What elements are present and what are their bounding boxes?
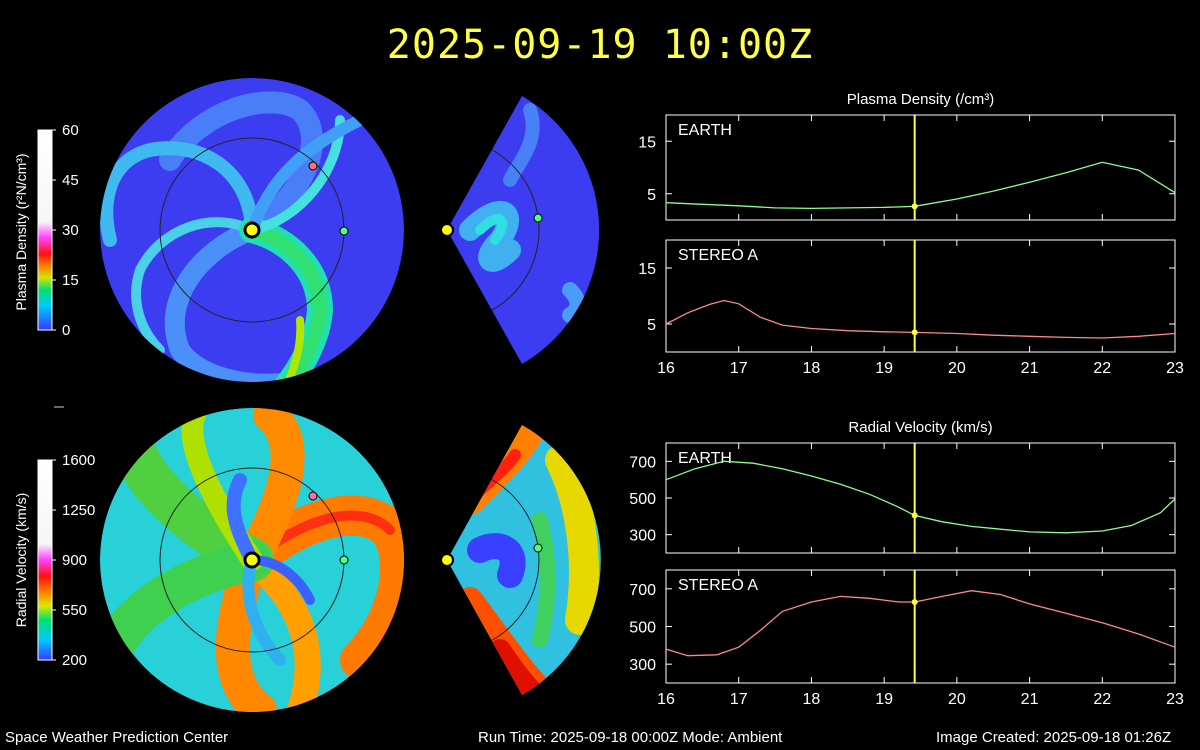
current-value-point	[911, 203, 918, 210]
sun-marker-velocity-meridional	[440, 553, 454, 567]
x-tick-label: 19	[875, 691, 893, 708]
earth-marker-meridional	[533, 213, 543, 223]
velocity-colorbar-tick-label: 1600	[62, 452, 95, 469]
x-tick-label: 21	[1021, 691, 1039, 708]
chart-title: Plasma Density (/cm³)	[847, 91, 995, 108]
y-tick-label: 300	[629, 657, 656, 674]
x-tick-label: 16	[657, 691, 675, 708]
velocity-colorbar-tick-label: 550	[62, 602, 87, 619]
x-tick-label: 22	[1093, 360, 1111, 377]
stereo-a-marker-velocity	[308, 491, 318, 501]
y-tick-label: 15	[638, 261, 656, 278]
x-tick-label: 18	[803, 691, 821, 708]
y-tick-label: 300	[629, 528, 656, 545]
chart-frame	[665, 114, 1176, 221]
velocity-colorbar-tick-label: 200	[62, 652, 87, 669]
x-tick-label: 19	[875, 360, 893, 377]
chart-frame	[665, 442, 1176, 554]
chart-title: Radial Velocity (km/s)	[848, 419, 992, 436]
footer-run-time: Run Time: 2025-09-18 00:00Z Mode: Ambien…	[478, 729, 783, 746]
density-colorbar-tick-label: 30	[62, 222, 79, 239]
velocity-ecliptic-markers	[243, 491, 349, 569]
density-colorbar-gradient	[37, 129, 53, 331]
density-colorbar-tick-label: 15	[62, 272, 79, 289]
x-tick-label: 21	[1021, 360, 1039, 377]
velocity-colorbar-gradient	[37, 459, 53, 661]
x-tick-label: 17	[730, 360, 748, 377]
x-tick-label: 20	[948, 691, 966, 708]
chart-panel-label: STEREO A	[678, 577, 758, 594]
y-tick-label: 500	[629, 620, 656, 637]
chart-frame	[665, 239, 1176, 353]
x-tick-label: 23	[1166, 691, 1184, 708]
chart-panel-stereo-a: STEREO A 15 5 16 17 18 19 20 21 22 23	[638, 239, 1184, 377]
time-series-charts: Plasma Density (/cm³) EARTH 15 5 STEREO A 15 5…	[629, 91, 1184, 708]
density-colorbar-tick-label: 60	[62, 122, 79, 139]
density-ecliptic-markers	[243, 161, 349, 239]
sun-marker	[243, 221, 261, 239]
y-tick-label: 5	[647, 317, 656, 334]
chart-frame	[665, 569, 1176, 684]
x-tick-label: 18	[803, 360, 821, 377]
earth-marker-velocity-meridional	[533, 543, 543, 553]
x-tick-label: 22	[1093, 691, 1111, 708]
y-tick-label: 5	[647, 187, 656, 204]
velocity-colorbar-label: Radial Velocity (km/s)	[13, 493, 29, 628]
chart-panel-label: STEREO A	[678, 247, 758, 264]
footer-org: Space Weather Prediction Center	[5, 729, 229, 746]
series-line	[665, 590, 1176, 657]
density-colorbar-tick-label: 0	[62, 322, 70, 339]
chart-panel-label: EARTH	[678, 450, 732, 467]
x-tick-label: 20	[948, 360, 966, 377]
y-tick-label: 15	[638, 134, 656, 151]
sun-marker-velocity	[243, 551, 261, 569]
page-title: 2025-09-19 10:00Z	[386, 22, 814, 68]
series-line	[665, 299, 1176, 339]
footer-image-created: Image Created: 2025-09-18 01:26Z	[936, 729, 1172, 746]
current-value-point	[911, 512, 918, 519]
current-value-point	[911, 329, 918, 336]
velocity-colorbar: 1600 1250 900 550 200 Radial Velocity (km/s)	[13, 452, 95, 669]
y-tick-label: 500	[629, 491, 656, 508]
chart-panel-earth: Plasma Density (/cm³) EARTH 15 5	[638, 91, 1176, 221]
sun-marker-meridional	[440, 223, 454, 237]
velocity-colorbar-tick-label: 900	[62, 552, 87, 569]
current-value-point	[911, 599, 918, 606]
x-tick-label: 17	[730, 691, 748, 708]
x-tick-label: 23	[1166, 360, 1184, 377]
earth-marker	[339, 226, 349, 236]
density-colorbar-tick-label: 45	[62, 172, 79, 189]
earth-marker-velocity	[339, 555, 349, 565]
density-colorbar-label: Plasma Density (r²N/cm³)	[13, 153, 29, 310]
density-colorbar: 60 45 30 15 0 Plasma Density (r²N/cm³)	[13, 122, 79, 339]
chart-panel-earth: Radial Velocity (km/s) EARTH 700 500 300	[629, 419, 1176, 554]
x-tick-label: 16	[657, 360, 675, 377]
velocity-colorbar-tick-label: 1250	[62, 502, 95, 519]
y-tick-label: 700	[629, 582, 656, 599]
stereo-a-marker	[308, 161, 318, 171]
chart-panel-label: EARTH	[678, 122, 732, 139]
y-tick-label: 700	[629, 454, 656, 471]
